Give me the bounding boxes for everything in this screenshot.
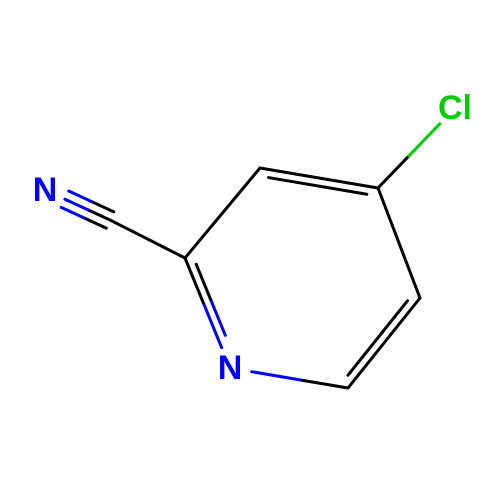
bond-segment <box>269 178 367 195</box>
bond-segment <box>300 380 348 388</box>
bond-segment <box>409 124 440 156</box>
bond-segment <box>84 218 107 228</box>
bond-segment <box>185 258 203 303</box>
bond-segment <box>110 220 185 258</box>
atom-label-layer: N N Cl <box>33 89 472 387</box>
bond-segment <box>348 298 420 388</box>
bond-segment <box>61 207 84 217</box>
bond-segment <box>87 210 110 220</box>
molecule-diagram: N N Cl <box>0 0 500 500</box>
bond-segment <box>252 372 300 380</box>
bond-layer <box>61 124 440 388</box>
bond-segment <box>203 303 221 348</box>
bond-segment <box>65 199 88 209</box>
bond-segment <box>348 301 408 375</box>
bond-segment <box>91 201 114 211</box>
atom-label-n: N <box>218 349 243 387</box>
atom-label-n: N <box>33 171 58 209</box>
bond-segment <box>69 191 92 201</box>
bond-segment <box>378 188 420 298</box>
bond-segment <box>378 156 409 188</box>
bond-segment <box>185 168 260 258</box>
atom-label-cl: Cl <box>438 89 472 127</box>
